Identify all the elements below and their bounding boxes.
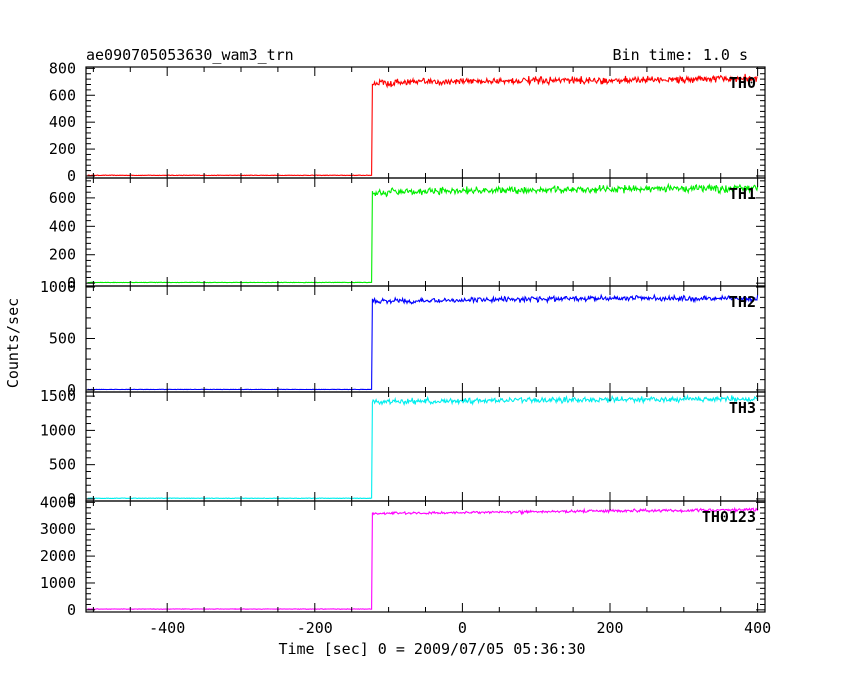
- y-tick-label: 1500: [40, 387, 76, 405]
- y-tick-label: 1000: [40, 278, 76, 296]
- y-tick-label: 400: [49, 113, 76, 131]
- panel-label-th0123: TH0123: [702, 508, 756, 526]
- y-tick-label: 1000: [40, 574, 76, 592]
- panel-label-th1: TH1: [729, 185, 756, 203]
- panels-group: 0 200 400 600 800 TH0 0 200 400 600 TH1 0 500 1000 TH2…: [40, 59, 771, 637]
- y-tick-label: 500: [49, 456, 76, 474]
- y-axis-title: Counts/sec: [4, 298, 22, 388]
- series-th0: [87, 73, 758, 177]
- y-tick-label: 800: [49, 59, 76, 77]
- y-tick-label: 0: [67, 167, 76, 185]
- y-tick-label: 400: [49, 217, 76, 235]
- panel-label-th2: TH2: [729, 293, 756, 311]
- y-tick-label: 200: [49, 246, 76, 264]
- y-tick-label: 600: [49, 86, 76, 104]
- x-tick-label: -400: [149, 619, 185, 637]
- y-tick-label: 200: [49, 140, 76, 158]
- bin-time-label: Bin time: 1.0 s: [613, 46, 748, 64]
- x-tick-label: 200: [596, 619, 623, 637]
- series-th3: [87, 394, 759, 500]
- series-th1: [87, 182, 759, 284]
- y-tick-label: 600: [49, 189, 76, 207]
- y-tick-label: 0: [67, 601, 76, 619]
- series-th0123: [87, 506, 759, 610]
- panel-th1: 0 200 400 600 TH1: [49, 177, 766, 292]
- panel-label-th0: TH0: [729, 74, 756, 92]
- panel-label-th3: TH3: [729, 399, 756, 417]
- y-tick-label: 4000: [40, 493, 76, 511]
- panel-th2: 0 500 1000 TH2: [40, 278, 766, 399]
- y-tick-label: 1000: [40, 421, 76, 439]
- y-tick-label: 0: [67, 381, 76, 399]
- series-th2: [87, 293, 759, 391]
- y-tick-label: 500: [49, 329, 76, 347]
- y-tick-label: 3000: [40, 520, 76, 538]
- x-axis-title: Time [sec] 0 = 2009/07/05 05:36:30: [278, 640, 585, 658]
- y-tick-label: 0: [67, 490, 76, 508]
- chart-title: ae090705053630_wam3_trn: [86, 46, 294, 64]
- x-tick-label: -200: [297, 619, 333, 637]
- y-tick-label: 0: [67, 274, 76, 292]
- x-tick-label: 0: [458, 619, 467, 637]
- y-tick-label: 2000: [40, 547, 76, 565]
- panel-th0123: 0 1000 2000 3000 4000 TH0123: [40, 493, 766, 619]
- x-tick-label: 400: [744, 619, 771, 637]
